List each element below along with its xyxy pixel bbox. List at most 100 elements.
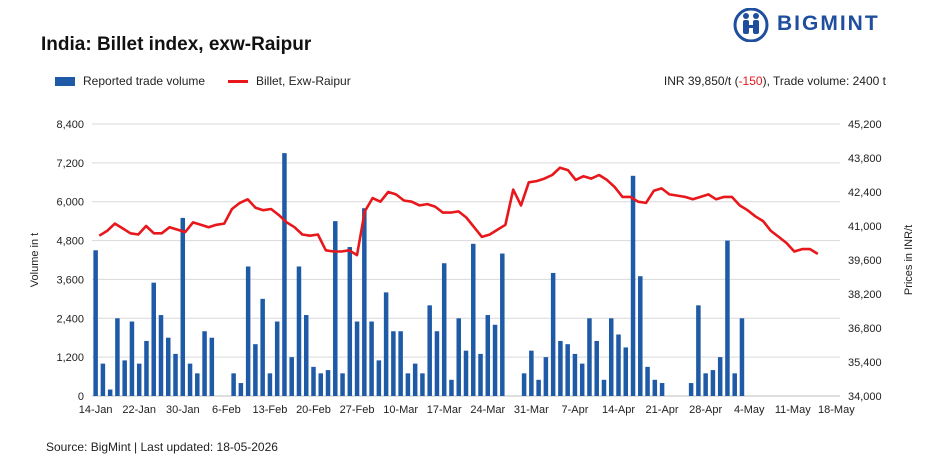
y-tick-label: 1,200 — [56, 352, 84, 364]
chart-title: India: Billet index, exw-Raipur — [41, 34, 312, 55]
volume-bar — [158, 315, 164, 396]
volume-bar — [572, 353, 578, 396]
volume-bar — [638, 276, 643, 396]
volume-bar — [478, 353, 483, 396]
x-tick-label: 28-Apr — [689, 404, 722, 416]
y2-tick-label: 42,400 — [848, 187, 882, 199]
x-tick-label: 14-Apr — [602, 404, 635, 416]
volume-bar — [608, 318, 614, 396]
y-tick-label: 4,800 — [56, 236, 84, 248]
volume-bar — [166, 337, 171, 396]
legend-line-label: Billet, Exw-Raipur — [256, 74, 351, 88]
y2-tick-label: 34,000 — [848, 391, 882, 403]
price-summary: INR 39,850/t (-150), Trade volume: 2400 … — [664, 74, 886, 88]
volume-bar — [129, 321, 135, 396]
volume-bar — [347, 247, 353, 396]
volume-bar — [318, 373, 324, 396]
volume-bar — [456, 318, 461, 396]
volume-bar — [376, 360, 382, 396]
x-tick-label: 22-Jan — [122, 404, 156, 416]
volume-bar — [115, 318, 120, 396]
volume-bar — [362, 208, 367, 396]
volume-bar — [652, 379, 658, 396]
volume-bar — [412, 363, 418, 396]
volume-bar — [601, 379, 607, 396]
volume-bar — [296, 266, 302, 396]
volume-bar — [710, 370, 716, 396]
x-tick-label: 31-Mar — [514, 404, 549, 416]
volume-bar — [195, 373, 200, 396]
y2-tick-label: 39,600 — [848, 255, 882, 267]
volume-bar — [238, 383, 244, 396]
volume-bar — [93, 250, 98, 396]
volume-bar — [107, 389, 113, 396]
x-tick-label: 4-May — [734, 404, 765, 416]
chart-area: 0 1,200 2,400 3,600 4,800 6,000 7,200 8,400 34,0… — [29, 119, 915, 416]
summary-rest: ), Trade volume: 2400 t — [762, 74, 886, 88]
legend-bar-swatch — [55, 76, 75, 86]
volume-bar — [441, 263, 447, 396]
volume-bar — [405, 373, 411, 396]
volume-bar — [325, 370, 331, 396]
x-tick-label: 6-Feb — [212, 404, 241, 416]
volume-bar — [202, 331, 207, 396]
volume-bar — [558, 340, 563, 396]
y-tick-label: 7,200 — [56, 158, 84, 170]
brand-name: BIGMINT — [777, 12, 880, 35]
volume-bar — [521, 373, 527, 396]
x-tick-label: 30-Jan — [166, 404, 200, 416]
volume-bar — [587, 318, 592, 396]
y2-tick-label: 38,200 — [848, 289, 882, 301]
volume-bar — [354, 321, 360, 396]
volume-bar — [180, 217, 186, 396]
volume-bar — [725, 240, 730, 396]
bigmint-logo: BIGMINT — [733, 7, 903, 43]
volume-bar — [463, 350, 469, 396]
volume-bar — [333, 221, 338, 396]
volume-bar — [260, 298, 265, 396]
x-tick-label: 20-Feb — [296, 404, 331, 416]
volume-bar — [209, 337, 215, 396]
volume-bar — [383, 292, 389, 396]
volume-bar — [187, 363, 193, 396]
x-tick-label: 7-Apr — [561, 404, 588, 416]
y2-tick-label: 41,000 — [848, 221, 882, 233]
volume-bar — [500, 253, 505, 396]
volume-bar — [579, 363, 585, 396]
volume-bar — [282, 153, 287, 396]
volume-bar — [391, 331, 396, 396]
x-tick-label: 14-Jan — [79, 404, 113, 416]
y2-tick-label: 36,800 — [848, 323, 882, 335]
volume-bar — [144, 340, 149, 396]
x-tick-label: 24-Mar — [470, 404, 505, 416]
volume-bar — [688, 383, 694, 396]
volume-bar — [529, 350, 534, 396]
volume-bar — [253, 344, 258, 396]
x-tick-label: 10-Mar — [383, 404, 418, 416]
bigmint-logo-icon — [733, 7, 769, 43]
summary-price: INR 39,850/t ( — [663, 74, 739, 88]
price-line — [98, 166, 819, 257]
source-note: Source: BigMint | Last updated: 18-05-20… — [46, 440, 278, 454]
volume-bar — [449, 379, 454, 396]
y-tick-label: 2,400 — [56, 313, 84, 325]
y-axis-title: Volume in t — [29, 233, 41, 287]
volume-bar — [136, 363, 142, 396]
legend-bar-label: Reported trade volume — [83, 74, 206, 88]
volume-bar — [369, 321, 374, 396]
volume-bar — [739, 318, 745, 396]
volume-bar — [630, 175, 636, 396]
y-tick-label: 6,000 — [56, 197, 84, 209]
x-tick-label: 18-May — [818, 404, 855, 416]
volume-bar — [550, 272, 556, 396]
volume-bar — [492, 324, 498, 396]
volume-bar — [100, 363, 106, 396]
y2-axis-title: Prices in INR/t — [903, 225, 915, 295]
x-tick-label: 21-Apr — [646, 404, 679, 416]
volume-bar — [303, 315, 309, 396]
volume-bar — [623, 347, 629, 396]
volume-bar — [471, 243, 476, 396]
y2-tick-label: 35,400 — [848, 357, 882, 369]
volume-bar — [485, 315, 491, 396]
volume-bar — [340, 373, 345, 396]
